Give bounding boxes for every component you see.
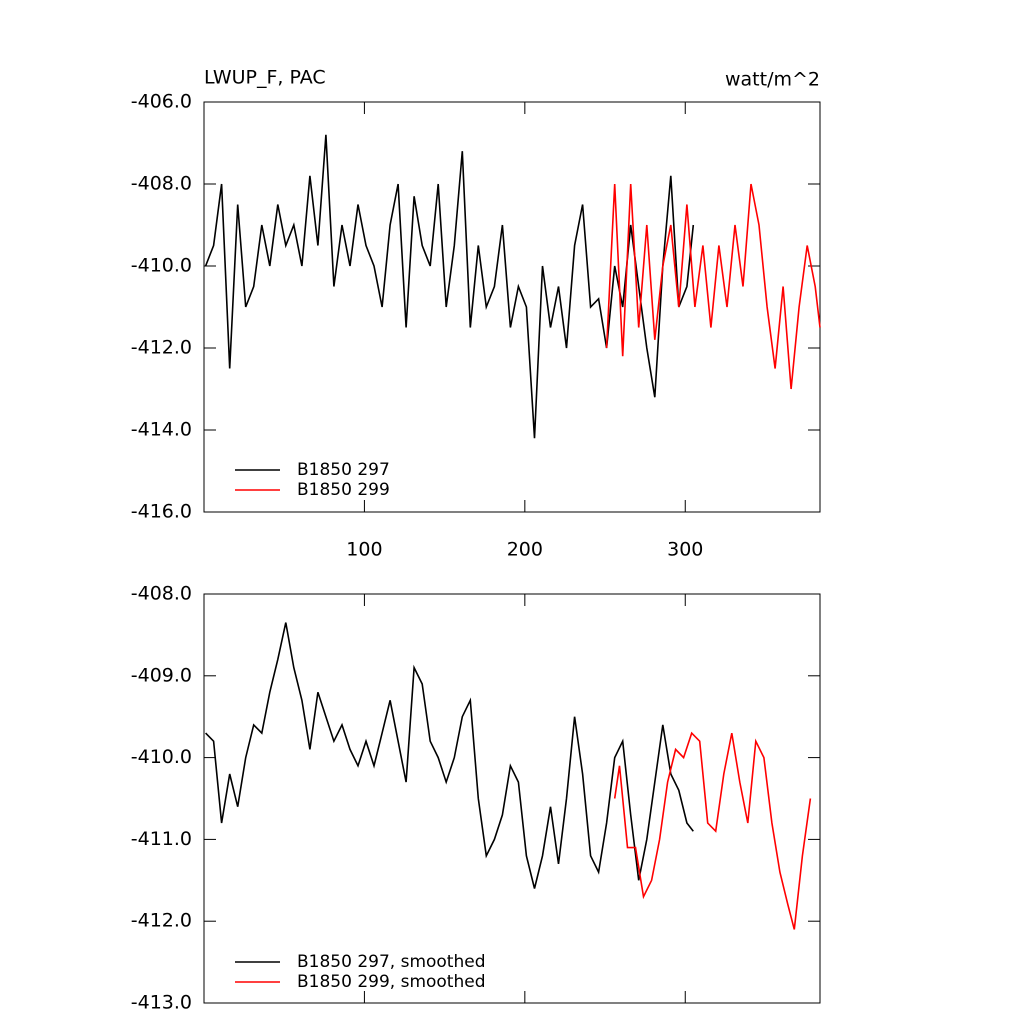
x-tick-label: 300: [667, 539, 703, 561]
y-tick-label: -412.0: [131, 910, 192, 932]
legend-label: B1850 297: [297, 460, 390, 480]
legend-label: B1850 297, smoothed: [297, 952, 486, 972]
series-line: [204, 134, 695, 439]
y-tick-label: -406.0: [131, 91, 192, 113]
units-label: watt/m^2: [725, 69, 820, 91]
x-tick-label: 200: [507, 539, 543, 561]
y-tick-label: -408.0: [131, 583, 192, 605]
series-line: [605, 183, 821, 390]
legend-label: B1850 299, smoothed: [297, 972, 486, 992]
series-line: [613, 731, 812, 930]
legend-label: B1850 299: [297, 480, 390, 500]
y-tick-label: -409.0: [131, 664, 192, 686]
x-tick-label: 100: [346, 539, 382, 561]
y-tick-label: -411.0: [131, 828, 192, 850]
y-tick-label: -412.0: [131, 337, 192, 359]
chart-title: LWUP_F, PAC: [204, 67, 326, 89]
y-tick-label: -413.0: [131, 992, 192, 1014]
y-tick-label: -416.0: [131, 501, 192, 523]
plot-frame: [203, 101, 821, 513]
y-tick-label: -414.0: [131, 419, 192, 441]
plot-frame: [203, 593, 821, 1004]
series-line: [205, 622, 694, 889]
y-tick-label: -410.0: [131, 255, 192, 277]
y-tick-label: -408.0: [131, 173, 192, 195]
y-tick-label: -410.0: [131, 746, 192, 768]
